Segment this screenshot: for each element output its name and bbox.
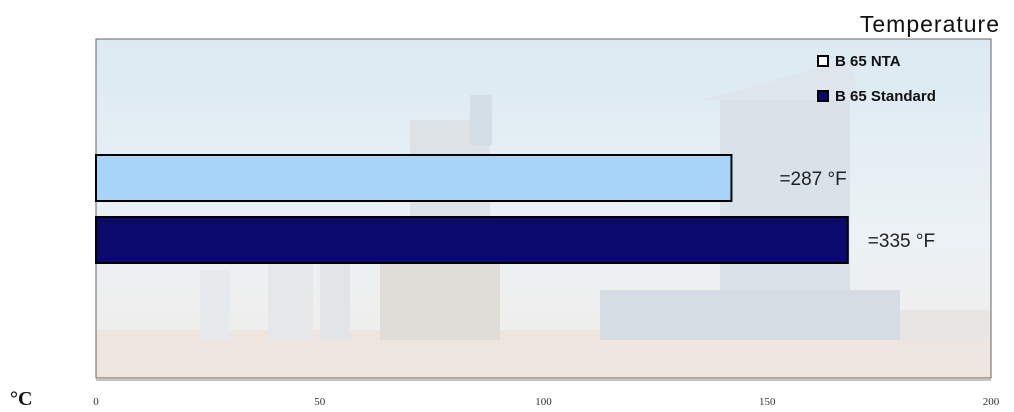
bar-b65-nta [95, 154, 733, 202]
legend-label: B 65 Standard [835, 88, 936, 105]
legend-swatch [817, 55, 829, 67]
legend-swatch [817, 90, 829, 102]
legend: B 65 NTA B 65 Standard [817, 53, 936, 105]
bars: =287 °F =335 °F [95, 154, 935, 264]
tick-label: 0 [93, 396, 99, 408]
unit-label: °C [10, 388, 32, 410]
tick-label: 50 [314, 396, 326, 408]
chart-title: Temperature [860, 11, 1000, 37]
background-photo [96, 39, 991, 378]
legend-label: B 65 NTA [835, 53, 901, 70]
plot-frame [95, 38, 992, 379]
data-label: =287 °F [779, 169, 846, 190]
tick-label: 200 [983, 396, 1000, 408]
data-label: =335 °F [868, 231, 935, 252]
x-axis: 0 50 100 150 200 [93, 379, 1000, 408]
tick-label: 150 [759, 396, 776, 408]
tick-label: 100 [535, 396, 552, 408]
bar-b65-standard [95, 216, 849, 264]
